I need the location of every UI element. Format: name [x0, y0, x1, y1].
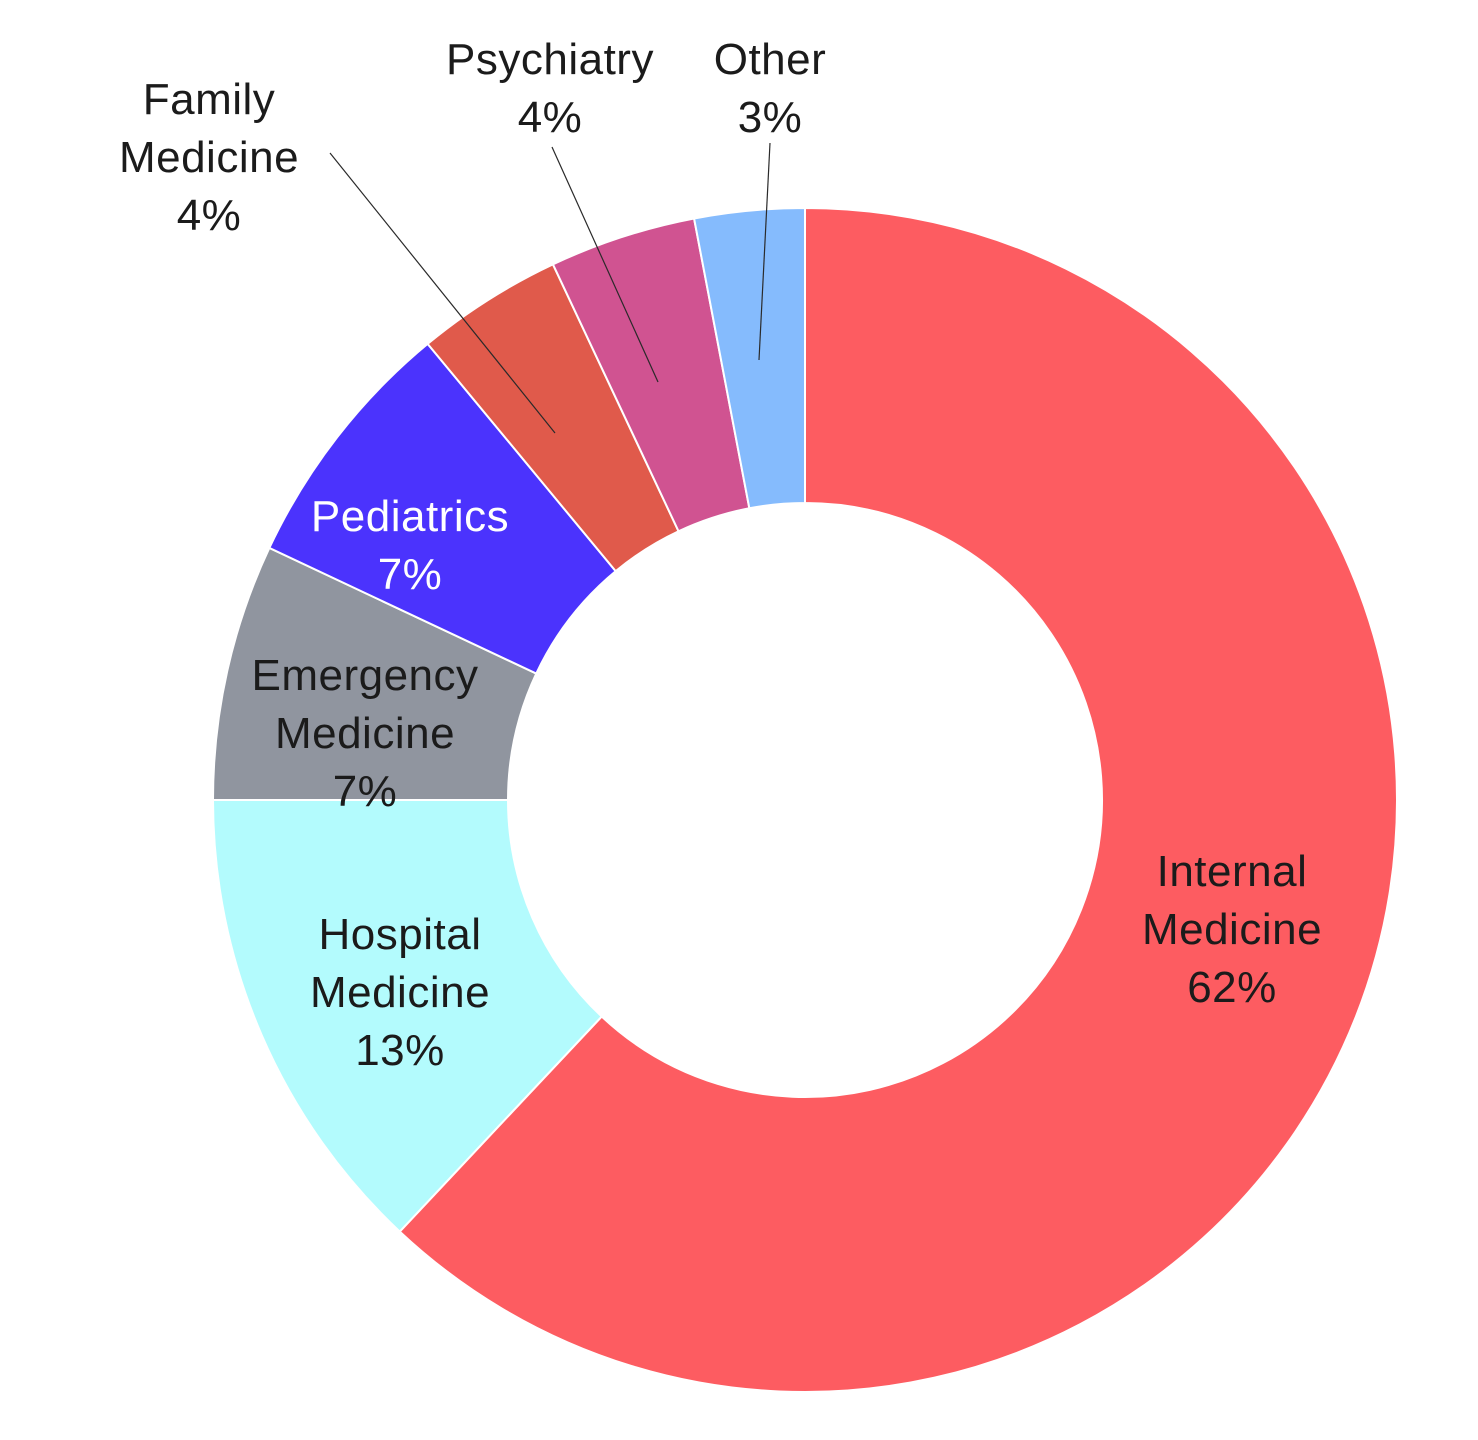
label-value: 7% — [333, 767, 398, 816]
label-value: 7% — [378, 550, 443, 599]
label-line: Medicine — [310, 968, 490, 1017]
donut-slices — [211, 206, 1398, 1393]
label-line: Family — [143, 75, 276, 124]
label-line: Internal — [1157, 847, 1308, 896]
label-psychiatry: Psychiatry 4% — [446, 35, 654, 142]
slice-internal-medicine — [398, 206, 1398, 1393]
label-pediatrics: Pediatrics 7% — [311, 492, 509, 599]
label-other: Other 3% — [714, 35, 827, 142]
label-line: Medicine — [1142, 905, 1322, 954]
label-emergency-medicine: Emergency Medicine 7% — [251, 651, 478, 816]
label-internal-medicine: Internal Medicine 62% — [1142, 847, 1322, 1012]
label-value: 62% — [1187, 963, 1277, 1012]
label-value: 4% — [177, 191, 242, 240]
leader-line-family-medicine — [329, 152, 556, 434]
slice-labels: Internal Medicine 62% Hospital Medicine 13% Em… — [119, 35, 1322, 1075]
label-line: Pediatrics — [311, 492, 509, 541]
label-line: Other — [714, 35, 827, 84]
label-value: 3% — [738, 93, 803, 142]
label-line: Medicine — [275, 709, 455, 758]
slice-other — [692, 206, 806, 510]
leader-lines — [329, 142, 771, 434]
label-line: Emergency — [251, 651, 478, 700]
label-family-medicine: Family Medicine 4% — [119, 75, 299, 240]
leader-line-psychiatry — [551, 146, 659, 383]
label-line: Psychiatry — [446, 35, 654, 84]
slice-hospital-medicine — [211, 799, 604, 1233]
label-value: 4% — [518, 93, 583, 142]
label-line: Medicine — [119, 133, 299, 182]
label-value: 13% — [355, 1026, 445, 1075]
leader-line-other — [758, 142, 771, 361]
label-line: Hospital — [319, 910, 482, 959]
label-hospital-medicine: Hospital Medicine 13% — [310, 910, 490, 1075]
